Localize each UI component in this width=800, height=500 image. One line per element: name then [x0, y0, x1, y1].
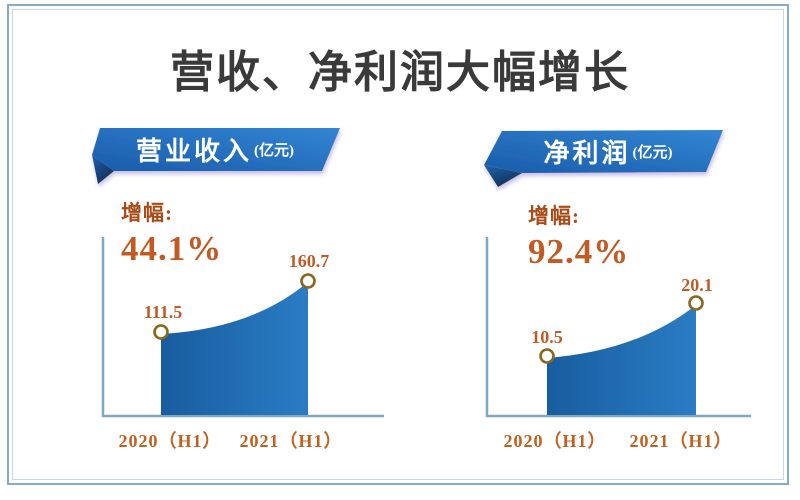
profit-chart-axes: [485, 237, 751, 418]
profit-growth-callout: 增幅: 92.4%: [528, 200, 629, 272]
profit-banner-title: 净利润 (亿元): [497, 130, 719, 173]
revenue-growth-callout: 增幅: 44.1%: [121, 197, 222, 269]
revenue-xlabel-2020: 2020（H1）: [118, 431, 222, 451]
card-border-inner: [12, 9, 784, 480]
revenue-banner-fold: [92, 155, 114, 184]
revenue-growth-value: 44.1%: [121, 229, 223, 268]
profit-xlabel-2021: 2021（H1）: [629, 431, 733, 451]
revenue-point-2021-value: 160.7: [288, 251, 330, 271]
revenue-point-2020-value: 111.5: [143, 302, 183, 322]
revenue-point-2020-marker: [153, 324, 169, 340]
revenue-chart-axes: [101, 237, 384, 418]
profit-point-2020-value: 10.5: [531, 327, 563, 347]
revenue-xlabel-2021: 2021（H1）: [239, 431, 343, 451]
revenue-banner-unit: (亿元): [254, 143, 294, 159]
profit-point-2021-value: 20.1: [681, 275, 713, 295]
profit-point-2021-marker: [688, 295, 704, 311]
profit-xlabel-2020: 2020（H1）: [503, 431, 607, 451]
profit-banner-band: [484, 130, 723, 173]
profit-banner-unit: (亿元): [632, 145, 673, 161]
page-title: 营收、净利润大幅增长: [170, 48, 630, 97]
profit-growth-value: 92.4%: [528, 232, 630, 271]
profit-area-series: [547, 305, 696, 415]
revenue-growth-label: 增幅:: [121, 201, 173, 225]
revenue-banner-label: 营业收入: [135, 137, 252, 166]
profit-banner-label: 净利润: [543, 139, 631, 168]
revenue-area-series: [161, 282, 308, 415]
revenue-point-2021-marker: [300, 273, 316, 289]
revenue-banner-band: [92, 128, 340, 171]
profit-growth-label: 增幅:: [528, 204, 580, 228]
profit-point-2020-marker: [539, 348, 555, 364]
revenue-banner-ribbon: [92, 128, 340, 184]
profit-banner-ribbon: [484, 130, 723, 187]
revenue-banner-title: 营业收入 (亿元): [100, 128, 330, 171]
card-border-outer: [7, 4, 789, 485]
profit-banner-fold: [484, 165, 522, 187]
